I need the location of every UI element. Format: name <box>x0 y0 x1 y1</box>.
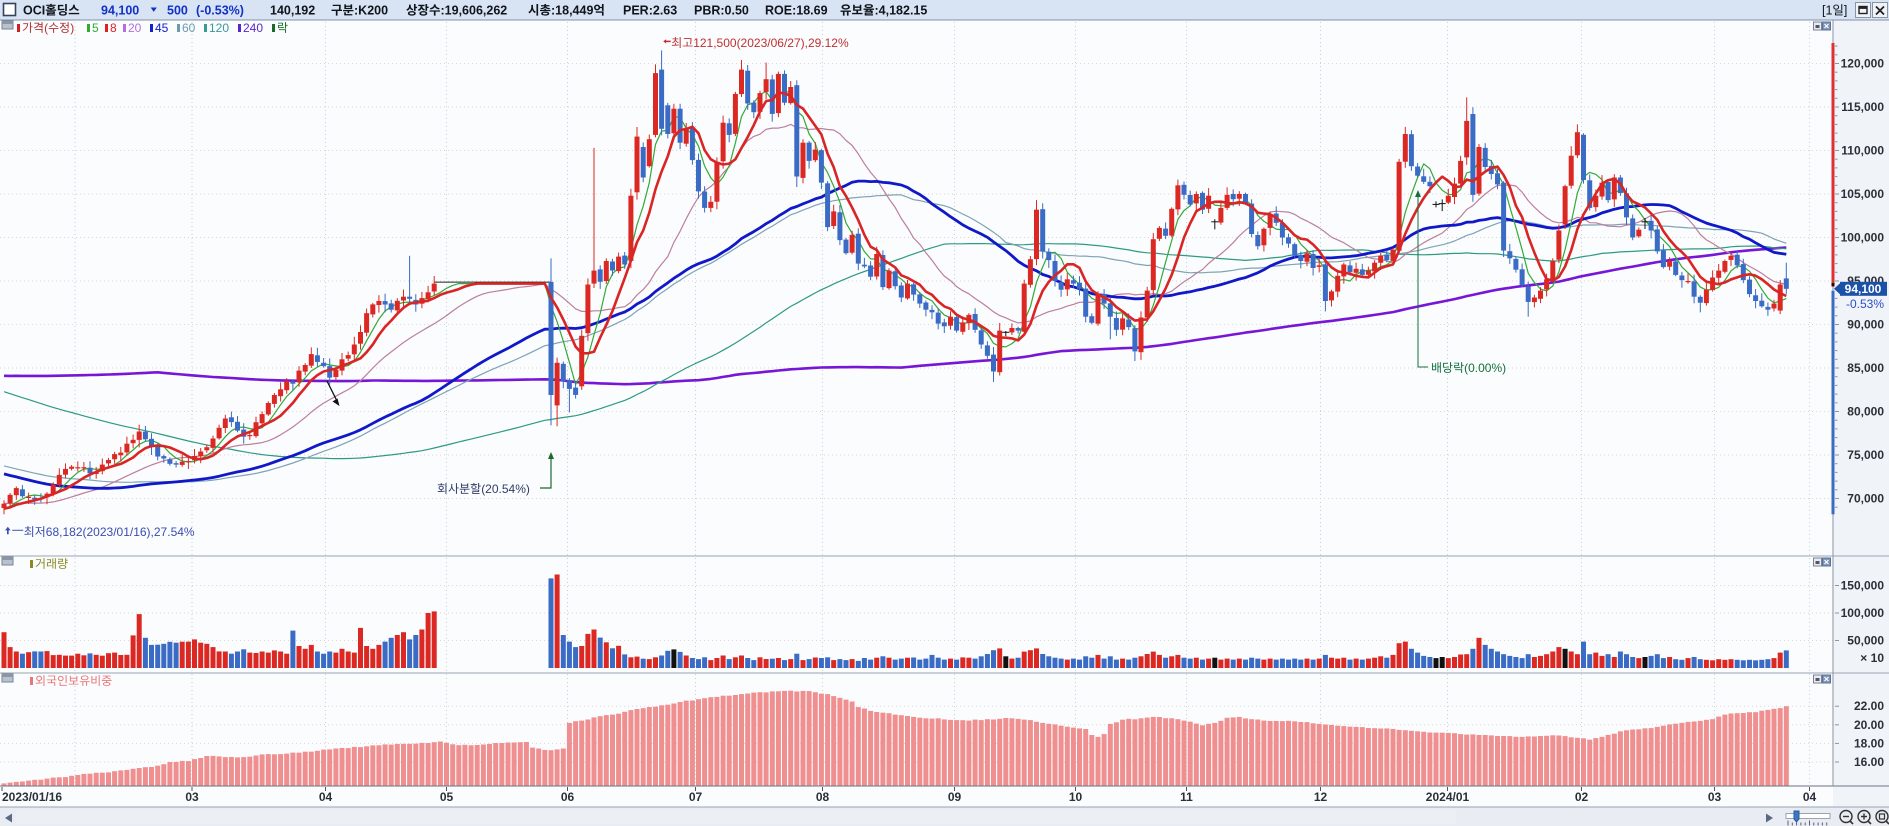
svg-text:12: 12 <box>1314 790 1328 804</box>
svg-text:08: 08 <box>816 790 830 804</box>
svg-text:10: 10 <box>1069 790 1083 804</box>
svg-text:PER:2.63: PER:2.63 <box>623 4 677 18</box>
svg-text:(20.54%): (20.54%) <box>481 482 530 496</box>
svg-text:115,000: 115,000 <box>1841 100 1884 114</box>
svg-text:(: ( <box>44 21 48 35</box>
svg-text:80,000: 80,000 <box>1847 405 1884 419</box>
svg-text::K200: :K200 <box>354 4 388 18</box>
svg-text::19,606,262: :19,606,262 <box>441 4 508 18</box>
svg-text:(-0.53%): (-0.53%) <box>196 4 244 18</box>
svg-text:100,000: 100,000 <box>1841 606 1885 620</box>
svg-text:121,500(2023/06/27),29.12%: 121,500(2023/06/27),29.12% <box>693 36 849 50</box>
svg-text:05: 05 <box>440 790 454 804</box>
svg-text:-0.53%: -0.53% <box>1846 297 1884 311</box>
svg-text:240: 240 <box>243 21 263 35</box>
svg-text:94,100: 94,100 <box>101 4 139 18</box>
svg-text:[1: [1 <box>1822 4 1832 18</box>
svg-text:04: 04 <box>1803 790 1817 804</box>
svg-text:04: 04 <box>319 790 333 804</box>
svg-text:2023/01/16: 2023/01/16 <box>2 790 62 804</box>
svg-text:03: 03 <box>1708 790 1722 804</box>
svg-text:18.00: 18.00 <box>1854 736 1884 750</box>
svg-text:ROE:18.69: ROE:18.69 <box>765 4 828 18</box>
svg-text:85,000: 85,000 <box>1847 361 1884 375</box>
svg-text:100,000: 100,000 <box>1841 231 1885 245</box>
svg-text:09: 09 <box>948 790 962 804</box>
svg-text:03: 03 <box>185 790 199 804</box>
svg-text:140,192: 140,192 <box>270 4 315 18</box>
svg-text:22.00: 22.00 <box>1854 699 1884 713</box>
svg-text:90,000: 90,000 <box>1847 318 1884 332</box>
svg-text:94,100: 94,100 <box>1845 282 1882 296</box>
svg-text:06: 06 <box>561 790 575 804</box>
svg-text:120: 120 <box>209 21 229 35</box>
svg-text:70,000: 70,000 <box>1847 492 1884 506</box>
svg-text:150,000: 150,000 <box>1841 579 1885 593</box>
svg-text:105,000: 105,000 <box>1841 187 1885 201</box>
svg-text:50,000: 50,000 <box>1847 634 1884 648</box>
svg-text:20.00: 20.00 <box>1854 718 1884 732</box>
svg-text:45: 45 <box>155 21 169 35</box>
svg-text:]: ] <box>1844 4 1847 18</box>
svg-text:120,000: 120,000 <box>1841 57 1885 71</box>
svg-text:07: 07 <box>689 790 703 804</box>
svg-text:2024/01: 2024/01 <box>1426 790 1470 804</box>
svg-text:500: 500 <box>167 4 188 18</box>
svg-text:20: 20 <box>128 21 142 35</box>
svg-text:5: 5 <box>92 21 99 35</box>
svg-text:8: 8 <box>110 21 117 35</box>
svg-text:110,000: 110,000 <box>1841 144 1884 158</box>
svg-text:02: 02 <box>1575 790 1589 804</box>
svg-text::4,182.15: :4,182.15 <box>875 4 928 18</box>
svg-text::18,449: :18,449 <box>551 4 593 18</box>
svg-text:OCI: OCI <box>23 4 45 18</box>
svg-text:68,182(2023/01/16),27.54%: 68,182(2023/01/16),27.54% <box>46 525 195 539</box>
svg-text:PBR:0.50: PBR:0.50 <box>694 4 749 18</box>
svg-text:(0.00%): (0.00%) <box>1464 361 1506 375</box>
svg-text:75,000: 75,000 <box>1847 448 1884 462</box>
svg-text:16.00: 16.00 <box>1854 755 1884 769</box>
svg-text:× 10: × 10 <box>1860 651 1884 665</box>
svg-text:11: 11 <box>1180 790 1193 804</box>
svg-text:): ) <box>70 21 74 35</box>
svg-text:60: 60 <box>182 21 196 35</box>
